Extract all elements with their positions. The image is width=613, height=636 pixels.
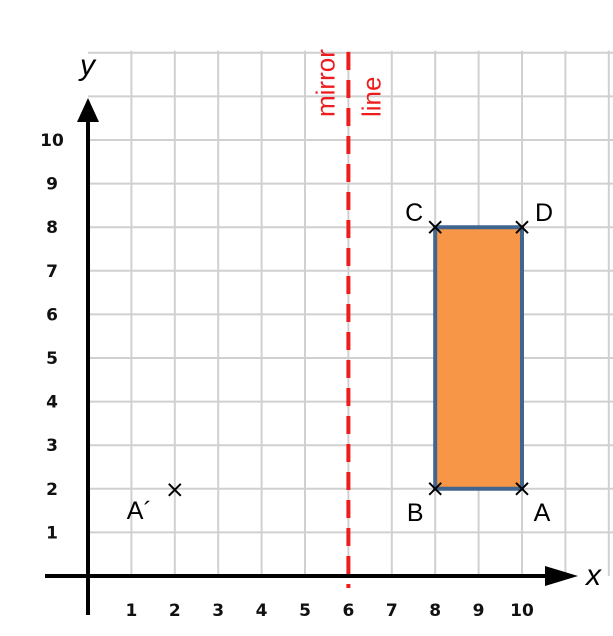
x-tick-label: 10 [510, 601, 534, 621]
mirror-line-label: mirror [310, 49, 340, 117]
y-tick-label: 6 [46, 305, 58, 325]
y-tick-label: 9 [46, 175, 58, 195]
mirror-line-label: line [356, 77, 386, 117]
y-tick-label: 3 [46, 436, 58, 456]
x-tick-label: 1 [125, 601, 137, 621]
x-tick-label: 5 [299, 601, 311, 621]
image-point-label: A´ [127, 497, 152, 525]
vertex-label-d: D [535, 199, 553, 227]
x-axis-label: x [584, 559, 602, 592]
image-point-marker [168, 483, 182, 497]
vertex-marker-b [428, 482, 442, 496]
rectangle-abcd [433, 225, 524, 491]
x-tick-label: 2 [169, 601, 181, 621]
y-tick-label: 4 [46, 393, 58, 413]
y-axis-arrow [77, 98, 99, 122]
vertex-label-c: C [405, 199, 423, 227]
y-tick-label: 10 [40, 131, 64, 151]
vertex-marker-d [515, 220, 529, 234]
y-tick-label: 2 [46, 480, 58, 500]
x-tick-label: 7 [386, 601, 398, 621]
vertex-marker-c [428, 220, 442, 234]
vertex-label-a: A [534, 499, 551, 527]
x-tick-label: 6 [342, 601, 354, 621]
x-tick-label: 9 [473, 601, 485, 621]
x-tick-label: 3 [212, 601, 224, 621]
y-tick-label: 7 [46, 262, 58, 282]
vertex-marker-a [515, 482, 529, 496]
x-tick-label: 4 [256, 601, 268, 621]
y-axis-label: y [78, 49, 97, 82]
x-axis-arrow [545, 566, 578, 586]
y-tick-label: 5 [46, 349, 58, 369]
y-tick-label: 1 [46, 523, 58, 543]
y-tick-label: 8 [46, 218, 58, 238]
x-tick-label: 8 [429, 601, 441, 621]
vertex-label-b: B [407, 499, 424, 527]
